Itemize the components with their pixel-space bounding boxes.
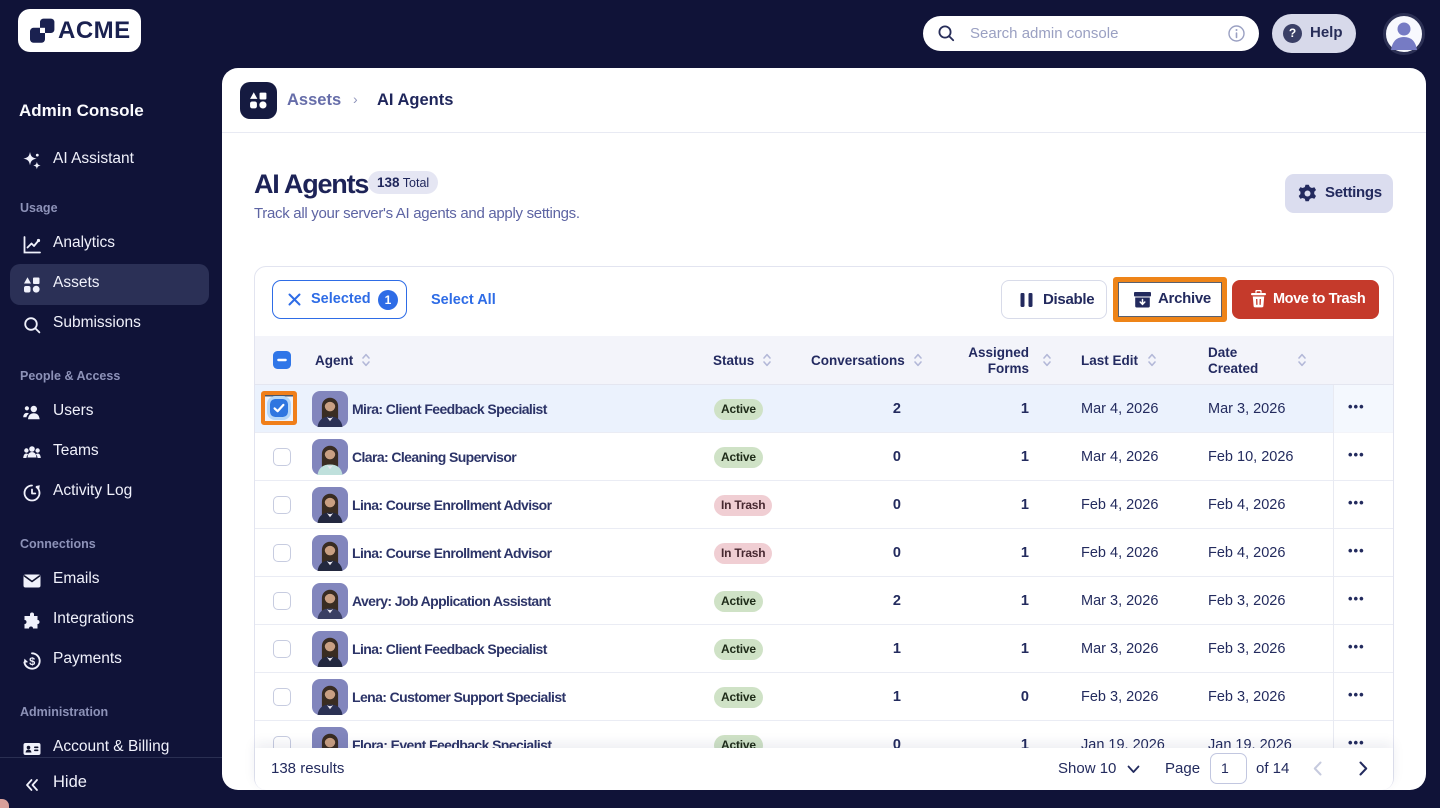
svg-text:$: $ bbox=[29, 656, 35, 668]
